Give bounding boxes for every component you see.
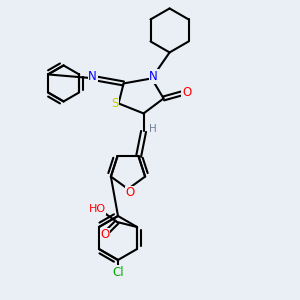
Text: O: O bbox=[182, 86, 191, 99]
Text: O: O bbox=[125, 187, 135, 200]
Text: S: S bbox=[111, 97, 118, 110]
Text: Cl: Cl bbox=[112, 266, 124, 278]
Text: O: O bbox=[100, 229, 110, 242]
Text: H: H bbox=[149, 124, 157, 134]
Text: N: N bbox=[88, 70, 97, 83]
Text: N: N bbox=[149, 70, 158, 83]
Text: HO: HO bbox=[88, 204, 106, 214]
